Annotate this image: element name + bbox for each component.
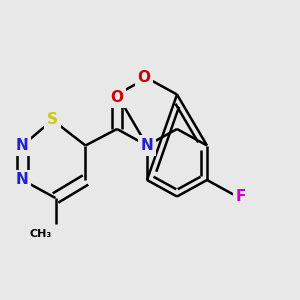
Text: CH₃: CH₃ xyxy=(29,229,52,239)
Text: O: O xyxy=(137,70,151,86)
Text: N: N xyxy=(16,138,28,153)
Text: F: F xyxy=(236,189,246,204)
Text: N: N xyxy=(141,138,153,153)
Text: S: S xyxy=(47,112,58,128)
Text: N: N xyxy=(16,172,28,188)
Text: O: O xyxy=(110,90,124,105)
